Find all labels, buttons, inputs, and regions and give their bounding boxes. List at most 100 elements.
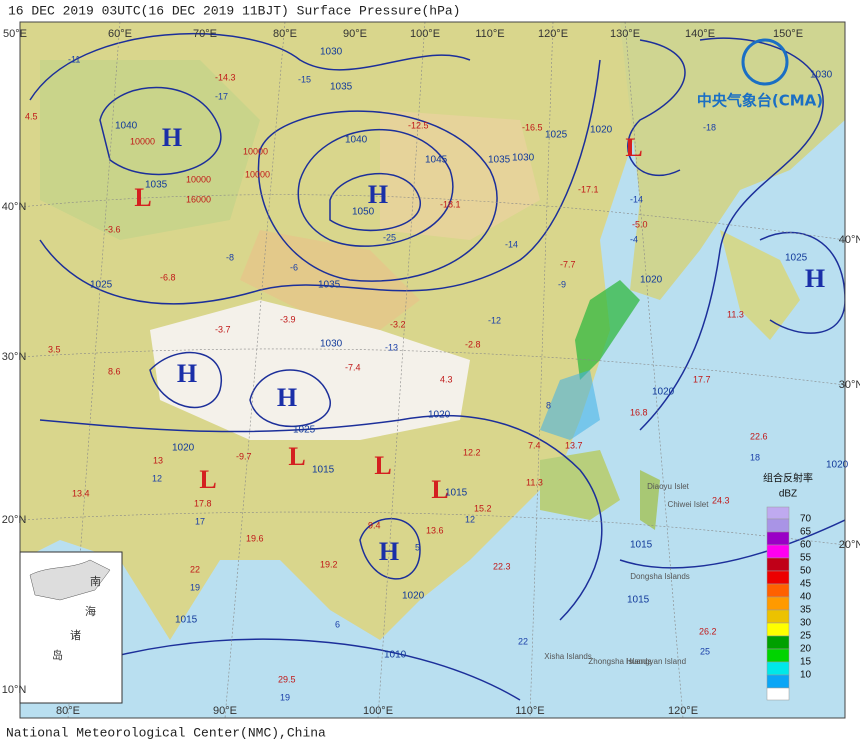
legend-label: 65 <box>800 527 812 538</box>
isobar-label: 1030 <box>320 339 343 350</box>
temperature: 11.3 <box>526 477 543 487</box>
pressure-center: H <box>177 359 197 388</box>
island-label: Chiwei Islet <box>668 500 710 509</box>
legend-label: 40 <box>800 592 812 603</box>
inset <box>19 551 123 704</box>
legend-swatch <box>766 674 790 689</box>
legend-label: 20 <box>800 644 812 655</box>
height-value: 10000 <box>130 136 155 146</box>
pressure-center: L <box>431 475 448 504</box>
dewpoint: 19 <box>280 692 290 702</box>
isobar-label: 1030 <box>320 47 343 58</box>
temperature: -9.7 <box>236 451 252 461</box>
legend-title: 组合反射率 <box>763 472 813 485</box>
temperature: 19.2 <box>320 559 338 569</box>
taiwan <box>640 470 660 530</box>
isobar <box>329 173 421 232</box>
temperature: -17.1 <box>578 184 599 194</box>
dewpoint: 22 <box>518 636 528 646</box>
inset-label: 岛 <box>52 648 63 662</box>
legend-label: 15 <box>800 657 812 668</box>
isobar-label: 1030 <box>512 153 535 164</box>
radar-echo <box>540 370 600 440</box>
lat-label: 20°N <box>2 514 27 526</box>
legend-swatch <box>766 531 790 546</box>
title: 16 DEC 2019 03UTC(16 DEC 2019 11BJT) Sur… <box>8 3 460 18</box>
isobar-label: 1020 <box>652 387 675 398</box>
isobar <box>249 369 331 428</box>
lon-label: 50°E <box>3 28 27 40</box>
pressure-center: H <box>162 123 182 152</box>
isobar-label: 1020 <box>590 125 613 136</box>
isobar <box>297 129 454 247</box>
dewpoint: -25 <box>383 232 396 242</box>
isobar-label: 1025 <box>293 425 316 436</box>
legend-swatch <box>766 687 790 701</box>
temperature: 13.6 <box>426 525 444 535</box>
isobars <box>29 32 845 701</box>
lat-label: 40°N <box>2 201 27 213</box>
pressure-center: L <box>625 133 642 162</box>
lon-label: 120°E <box>668 705 698 717</box>
credit: National Meteorological Center(NMC),Chin… <box>6 725 326 740</box>
isobar-label: 1015 <box>627 595 650 606</box>
dewpoint: 25 <box>700 646 710 656</box>
lon-label: 120°E <box>538 28 568 40</box>
temperature: -12.5 <box>408 120 429 130</box>
isobar-label: 1040 <box>345 135 368 146</box>
height-value: 10000 <box>245 169 270 179</box>
isobar <box>149 351 223 409</box>
island-label: Dongsha Islands <box>630 572 690 581</box>
radar-echo <box>575 280 640 380</box>
temperature: -18.1 <box>440 199 461 209</box>
dewpoint: -14 <box>505 239 518 249</box>
pressure-center: L <box>199 465 216 494</box>
isobar-label: 1040 <box>115 121 138 132</box>
latitude-line <box>20 511 845 546</box>
lat-label: 30°N <box>839 379 860 391</box>
temperature: 13.4 <box>72 488 90 498</box>
isobar-label: 1035 <box>318 280 341 291</box>
isobar-label: 1035 <box>145 180 168 191</box>
pressure-center: L <box>374 451 391 480</box>
dewpoint: 6 <box>335 619 340 629</box>
longitude-line <box>529 22 554 718</box>
legend-label: 50 <box>800 566 812 577</box>
temperature: -14.3 <box>215 72 236 82</box>
lon-label: 60°E <box>108 28 132 40</box>
isobar <box>99 86 222 176</box>
legend-label: 55 <box>800 553 812 564</box>
dewpoint: 8 <box>546 400 551 410</box>
dewpoint: -13 <box>385 342 398 352</box>
lon-label: 150°E <box>773 28 803 40</box>
dewpoint: -8 <box>226 252 234 262</box>
temperature: 22 <box>190 564 200 574</box>
temperature: -16.5 <box>522 122 543 132</box>
legend-label: 35 <box>800 605 812 616</box>
lat-label: 30°N <box>2 351 27 363</box>
legend-swatch <box>766 622 790 637</box>
longitude-line <box>377 22 426 718</box>
height-value: 10000 <box>243 146 268 156</box>
temperature: 13 <box>153 455 163 465</box>
temperature: 17.7 <box>693 374 711 384</box>
isobar-label: 1050 <box>352 207 375 218</box>
dewpoint: 17 <box>195 516 205 526</box>
temperature: 15.2 <box>474 503 492 513</box>
isobar-label: 1025 <box>785 253 808 264</box>
temperature: 7.4 <box>528 440 541 450</box>
temperature: -3.6 <box>105 224 121 234</box>
isobar <box>257 110 498 282</box>
dewpoint: -9 <box>558 279 566 289</box>
dewpoint: -4 <box>630 234 638 244</box>
lon-label: 110°E <box>475 28 504 40</box>
dewpoint: 5 <box>415 542 420 552</box>
lon-label: 140°E <box>685 28 715 40</box>
legend-swatch <box>766 570 790 585</box>
legend-swatch <box>766 609 790 624</box>
latitude-line <box>20 348 845 386</box>
legend-swatch <box>766 648 790 663</box>
lat-label: 10°N <box>2 684 27 696</box>
inset-label: 海 <box>85 604 96 618</box>
korea-japan <box>720 230 800 340</box>
